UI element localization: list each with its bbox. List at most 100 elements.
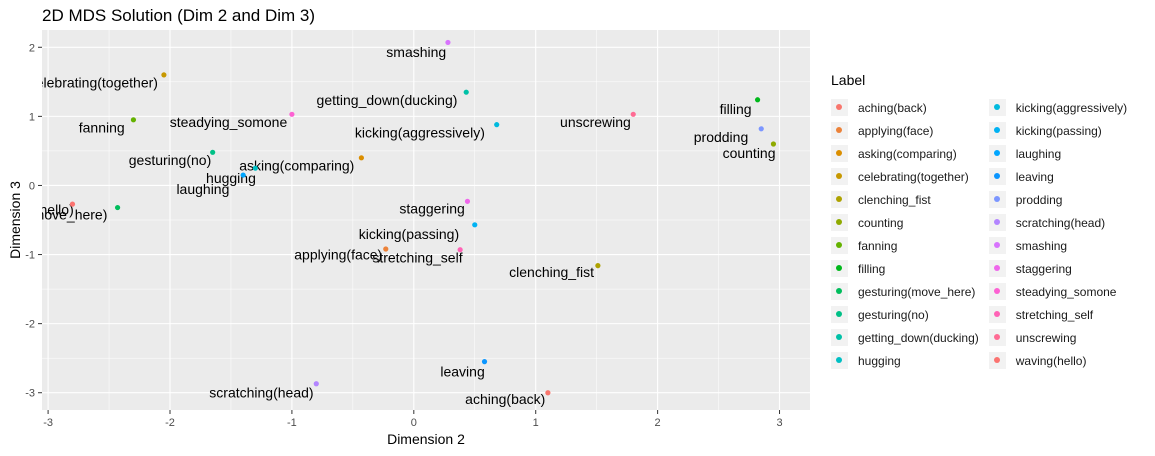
legend-item: celebrating(together): [831, 165, 979, 188]
legend-label: celebrating(together): [858, 169, 969, 184]
legend-key: [831, 329, 848, 346]
data-point: [114, 204, 121, 211]
y-tick-label: 2: [29, 42, 35, 54]
legend-item: clenching_fist: [831, 188, 979, 211]
legend-label: counting: [858, 215, 904, 230]
legend-item: applying(face): [831, 119, 979, 142]
point-label: asking(comparing): [239, 157, 354, 173]
legend-key: [831, 168, 848, 185]
legend-dot-icon: [836, 265, 842, 271]
legend-title: Label: [831, 72, 866, 88]
legend-key: [988, 237, 1006, 254]
legend-dot-icon: [836, 311, 842, 317]
y-axis-label: Dimension 3: [7, 181, 23, 259]
legend: Label aching(back) applying(face) asking(c…: [831, 72, 1127, 372]
legend-dot-icon: [836, 219, 842, 225]
legend-key: [831, 260, 848, 277]
legend-item: scratching(head): [988, 211, 1127, 234]
x-tick-label: -3: [43, 417, 53, 429]
legend-key: [831, 191, 848, 208]
legend-label: gesturing(no): [858, 307, 929, 322]
point-label: unscrewing: [560, 114, 631, 130]
legend-key: [988, 99, 1006, 116]
point-label: laughing: [176, 181, 229, 197]
legend-item: gesturing(move_here): [831, 280, 979, 303]
point-label: filling: [720, 101, 752, 117]
legend-dot-icon: [836, 104, 842, 110]
y-tick-label: -2: [25, 319, 35, 331]
legend-label: aching(back): [858, 100, 927, 115]
legend-columns: aching(back) applying(face) asking(compari…: [831, 96, 1127, 372]
point-label: counting: [723, 145, 776, 161]
legend-key: [831, 214, 848, 231]
data-point: [758, 126, 764, 132]
data-point: [383, 246, 389, 252]
legend-label: unscrewing: [1015, 330, 1077, 345]
legend-item: counting: [831, 211, 979, 234]
legend-label: fanning: [858, 238, 898, 253]
legend-column-1: aching(back) applying(face) asking(compari…: [831, 96, 979, 372]
y-tick-label: 1: [29, 111, 35, 123]
axis-ticks: [38, 46, 781, 414]
data-point: [130, 117, 137, 123]
y-tick-label: -1: [25, 250, 35, 262]
legend-key: [831, 283, 848, 300]
legend-dot-icon: [836, 288, 842, 294]
legend-label: staggering: [1015, 261, 1072, 276]
point-label: elebrating(together): [36, 75, 158, 91]
legend-item: leaving: [988, 165, 1127, 188]
point-label: gesturing(no): [129, 152, 212, 168]
point-label: kicking(aggressively): [355, 124, 485, 140]
legend-label: steadying_somone: [1015, 284, 1117, 299]
legend-label: smashing: [1015, 238, 1068, 253]
point-label: aching(back): [465, 391, 545, 407]
point-label: hello): [40, 202, 74, 218]
legend-key: [988, 214, 1006, 231]
data-point: [595, 263, 601, 269]
data-point: [252, 165, 258, 171]
legend-key: [988, 329, 1006, 346]
legend-dot-icon: [836, 196, 842, 202]
data-point: [445, 39, 451, 46]
legend-item: getting_down(ducking): [831, 326, 979, 349]
data-point: [313, 381, 319, 387]
legend-item: kicking(aggressively): [988, 96, 1128, 119]
data-point: [69, 201, 76, 207]
legend-item: gesturing(no): [831, 303, 979, 326]
legend-item: steadying_somone: [988, 280, 1127, 303]
legend-key: [831, 145, 848, 162]
legend-label: gesturing(move_here): [858, 284, 976, 299]
legend-item: stretching_self: [988, 303, 1127, 326]
legend-item: laughing: [988, 142, 1127, 165]
x-axis-label: Dimension 2: [387, 431, 465, 447]
legend-label: applying(face): [858, 123, 934, 138]
legend-dot-icon: [993, 311, 1000, 317]
legend-label: kicking(aggressively): [1015, 100, 1128, 115]
legend-dot-icon: [993, 357, 1000, 363]
major-gridlines: [42, 30, 810, 410]
legend-key: [988, 191, 1006, 208]
legend-label: scratching(head): [1015, 215, 1106, 230]
legend-dot-icon: [993, 104, 1000, 110]
legend-key: [988, 145, 1006, 162]
legend-label: stretching_self: [1015, 307, 1094, 322]
data-point: [464, 198, 471, 204]
data-point: [358, 155, 364, 161]
legend-label: waving(hello): [1015, 353, 1087, 368]
point-label: staggering: [399, 200, 464, 216]
legend-dot-icon: [993, 242, 1000, 248]
data-point: [240, 172, 246, 178]
legend-dot-icon: [993, 173, 1000, 179]
legend-item: filling: [831, 257, 979, 280]
legend-label: getting_down(ducking): [858, 330, 979, 345]
legend-item: unscrewing: [988, 326, 1127, 349]
legend-label: filling: [858, 261, 886, 276]
point-label: leaving: [440, 363, 484, 379]
point-label: clenching_fist: [509, 264, 594, 280]
x-tick-label: -1: [287, 417, 297, 429]
legend-label: laughing: [1015, 146, 1062, 161]
x-tick-label: -2: [165, 417, 175, 429]
legend-item: fanning: [831, 234, 979, 257]
legend-item: smashing: [988, 234, 1127, 257]
